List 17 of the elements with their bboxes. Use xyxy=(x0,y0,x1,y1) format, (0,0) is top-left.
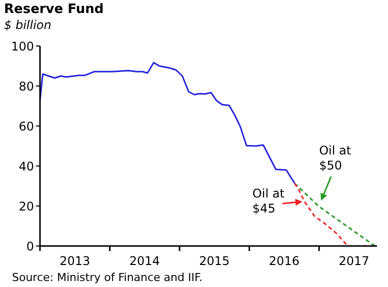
line-series xyxy=(40,62,296,184)
annotation: Oil at $45 xyxy=(252,186,285,216)
chart-subtitle: $ billion xyxy=(4,18,52,32)
y-tick-label: 0 xyxy=(26,239,34,254)
source-note: Source: Ministry of Finance and IIF. xyxy=(12,271,203,284)
x-tick-label: 2015 xyxy=(199,254,230,268)
annotation: Oil at $50 xyxy=(319,144,352,173)
y-tick-label: 40 xyxy=(18,159,34,174)
y-tick-label: 100 xyxy=(11,39,34,54)
chart-title: Reserve Fund xyxy=(4,2,104,17)
y-tick-label: 20 xyxy=(18,199,34,214)
y-tick-label: 80 xyxy=(18,79,34,94)
x-tick-label: 2016 xyxy=(268,254,300,268)
y-tick-label: 60 xyxy=(18,119,34,134)
x-tick-label: 2013 xyxy=(60,254,90,268)
x-tick-label: 2014 xyxy=(129,254,160,268)
x-tick-label: 2017 xyxy=(338,254,370,268)
